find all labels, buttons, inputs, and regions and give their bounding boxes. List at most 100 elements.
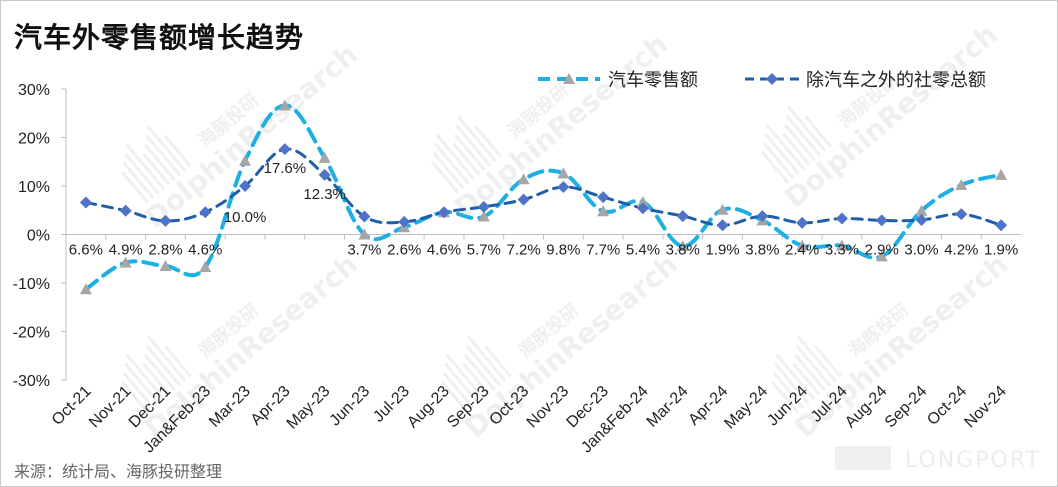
y-tick-label: 0% — [27, 228, 50, 245]
ex-auto-point — [119, 204, 132, 217]
x-tick-label: May-23 — [284, 383, 334, 433]
watermark-bar — [125, 353, 166, 401]
watermark-bar — [455, 124, 492, 167]
x-tick-label: May-24 — [721, 383, 771, 433]
watermark-bar — [163, 134, 192, 168]
data-label: 3.3% — [825, 242, 859, 259]
y-tick-label: -20% — [13, 325, 50, 342]
chart-title: 汽车外零售额增长趋势 — [14, 21, 305, 54]
data-label: 12.3% — [303, 186, 346, 203]
legend-item-ex-auto: 除汽车之外的社零总额 — [745, 70, 986, 91]
watermark-bar — [466, 335, 507, 383]
y-tick-label: 10% — [18, 179, 50, 196]
ex-auto-point — [318, 168, 331, 181]
retail-point — [835, 239, 848, 251]
data-label: 2.4% — [785, 242, 819, 259]
watermark-en: DolphinResearch — [448, 28, 674, 225]
retail-point — [239, 154, 252, 166]
retail-point — [636, 196, 649, 208]
watermark-bar — [143, 353, 176, 392]
watermark-bar — [142, 152, 171, 186]
watermark-bar — [441, 380, 470, 414]
data-label: 4.2% — [944, 242, 978, 259]
y-tick-label: -10% — [13, 276, 50, 293]
x-tick-label: Aug-23 — [404, 383, 453, 432]
watermark-bar — [142, 362, 171, 396]
watermark-en: DolphinResearch — [138, 38, 364, 235]
ex-auto-point — [358, 210, 371, 223]
watermark-bar — [771, 380, 800, 414]
data-label: 3.8% — [745, 242, 779, 259]
watermark-bar — [445, 353, 486, 401]
watermark-bar — [761, 150, 790, 184]
retail-point — [716, 203, 729, 215]
x-tick-label: Mar-24 — [644, 383, 692, 431]
retail-point — [557, 167, 570, 179]
y-tick-label: -30% — [13, 373, 50, 390]
watermark-en: DolphinResearch — [778, 18, 1004, 215]
watermark-bar — [435, 133, 476, 181]
watermark-bar — [125, 143, 166, 191]
ex-auto-point — [557, 180, 570, 193]
watermark-bar — [765, 123, 806, 171]
watermark-bar — [813, 344, 842, 378]
data-label: 5.4% — [626, 242, 660, 259]
watermark-bar — [762, 141, 795, 180]
retail-point — [676, 240, 689, 252]
watermark-bar — [793, 353, 826, 392]
retail-point — [119, 256, 132, 268]
data-label: 5.7% — [467, 242, 501, 259]
watermark-bar — [453, 133, 486, 172]
data-label: 4.6% — [188, 242, 222, 259]
watermark-bar — [483, 344, 512, 378]
data-label: 7.2% — [507, 242, 541, 259]
data-label: 1.9% — [984, 242, 1018, 259]
legend-marker-triangle — [563, 73, 575, 84]
legend: 汽车零售额 除汽车之外的社零总额 — [538, 70, 986, 91]
data-label: 6.6% — [69, 242, 103, 259]
watermark-bar — [122, 161, 155, 200]
source-note: 来源：统计局、海豚投研整理 — [14, 462, 223, 481]
ex-auto-point — [676, 210, 689, 223]
ex-auto-point — [199, 206, 212, 219]
retail-point — [597, 205, 610, 217]
watermark-bar — [783, 123, 816, 162]
watermark-bar — [785, 114, 822, 157]
ex-auto-point — [716, 219, 729, 232]
data-label: 2.8% — [148, 242, 182, 259]
ex-auto-point — [438, 206, 451, 219]
y-tick-label: 30% — [18, 82, 50, 99]
watermark-bar — [146, 335, 187, 383]
watermark-bar — [786, 105, 827, 153]
retail-point — [995, 168, 1008, 180]
watermark-bar — [803, 114, 832, 148]
data-label: 10.0% — [224, 209, 267, 226]
retail-point — [199, 260, 212, 272]
data-label: 17.6% — [264, 160, 307, 177]
watermark-bar — [795, 344, 832, 387]
watermark-bar — [432, 151, 465, 190]
retail-point — [477, 210, 490, 222]
watermark-bar — [465, 344, 502, 387]
ex-auto-point — [995, 219, 1008, 232]
ex-auto-point — [159, 214, 172, 227]
watermark-bar — [121, 170, 150, 204]
ex-auto-point — [636, 202, 649, 215]
ex-auto-point — [278, 143, 291, 156]
legend-marker-diamond — [766, 73, 778, 85]
retail-point — [278, 99, 291, 111]
retail-point — [159, 260, 172, 272]
watermark-bar — [796, 335, 837, 383]
x-tick-label: Nov-21 — [86, 383, 135, 432]
data-label: 9.8% — [546, 242, 580, 259]
ex-auto-point — [756, 210, 769, 223]
retail-point — [796, 239, 809, 251]
legend-label-retail: 汽车零售额 — [608, 70, 698, 91]
watermark-bar — [121, 380, 150, 414]
watermark-bar — [462, 362, 491, 396]
watermark-bar — [463, 353, 496, 392]
data-label: 4.6% — [427, 242, 461, 259]
ex-auto-point — [398, 215, 411, 228]
